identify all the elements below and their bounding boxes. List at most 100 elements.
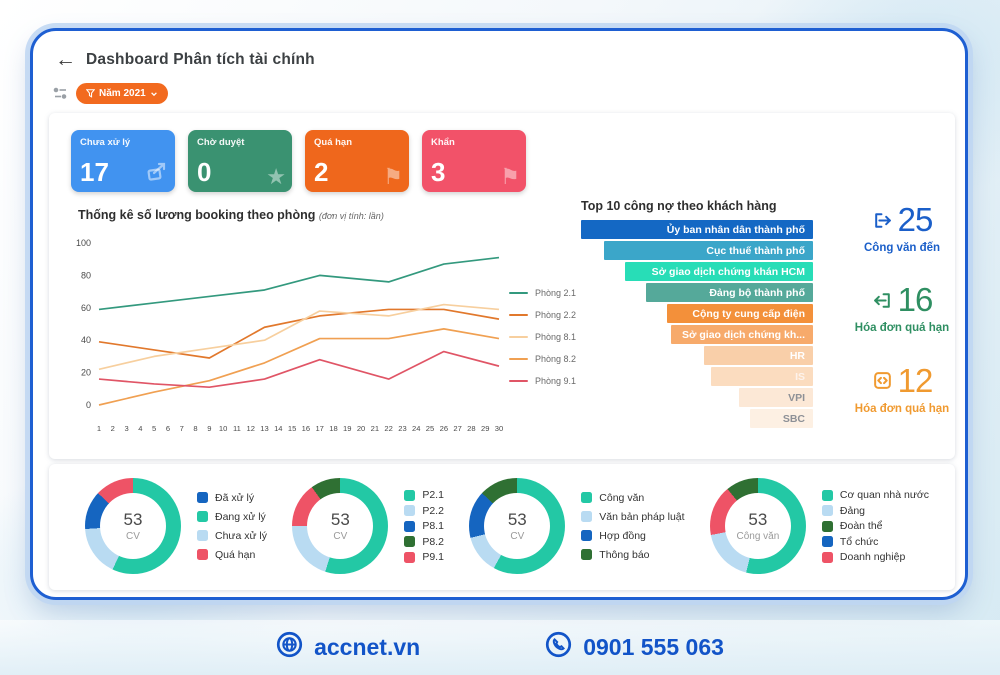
stat-card-label: Quá hạn <box>314 137 353 148</box>
legend-swatch <box>404 551 416 563</box>
counter-row: 25 <box>849 201 955 239</box>
globe-icon <box>276 631 303 664</box>
phone-link[interactable]: 0901 555 063 <box>545 631 724 664</box>
counter-value: 25 <box>897 201 934 238</box>
svg-text:25: 25 <box>426 424 434 433</box>
counter-invoice-code: 12 Hóa đơn quá hạn <box>849 362 955 416</box>
legend-label: Chưa xử lý <box>215 529 267 542</box>
svg-text:16: 16 <box>302 424 310 433</box>
legend-item: Thông báo <box>581 549 684 561</box>
donut-chart: 53 CV <box>85 478 181 574</box>
legend-item: Doanh nghiệp <box>821 551 929 563</box>
legend-item: Phòng 8.1 <box>509 332 576 342</box>
legend-swatch <box>821 505 833 516</box>
legend-swatch <box>821 520 833 532</box>
legend-swatch <box>404 520 416 532</box>
svg-text:1: 1 <box>97 424 101 433</box>
svg-text:27: 27 <box>453 424 461 433</box>
legend-swatch <box>509 379 528 383</box>
top-debt-bar-chart: Ủy ban nhân dân thành phố Cục thuế thành … <box>581 220 813 430</box>
svg-text:40: 40 <box>81 335 91 345</box>
counter-label: Hóa đơn quá hạn <box>854 402 950 415</box>
donut-center: 53 CV <box>100 493 166 559</box>
line-series-phòng-9.1 <box>98 350 500 389</box>
filter-row: Năm 2021 <box>53 83 168 104</box>
donut-legend: Đã xử lý Đang xử lý Chưa xử lý Quá hạn <box>197 485 267 568</box>
donut-center-label: CV <box>126 531 140 542</box>
counter-document-in: 16 Hóa đơn quá hạn <box>849 281 955 335</box>
legend-label: Phòng 9.1 <box>535 376 577 386</box>
svg-text:17: 17 <box>315 424 323 433</box>
back-button[interactable]: ← <box>55 48 76 71</box>
svg-text:2: 2 <box>111 424 115 433</box>
donut-group-3: 53 CV Công văn Văn bản pháp luật Hợp đồng Thô… <box>469 478 685 574</box>
svg-text:6: 6 <box>166 424 170 433</box>
display-settings-icon[interactable] <box>53 86 68 101</box>
legend-item: Đảng <box>821 505 929 517</box>
donut-group-2: 53 CV P2.1 P2.2 P8.1 P8.2 P9.1 <box>292 478 444 574</box>
stat-card-chờ-duyệt[interactable]: Chờ duyệt 0 ★ <box>188 130 292 192</box>
svg-text:9: 9 <box>207 424 211 433</box>
legend-label: Phòng 8.1 <box>535 332 577 342</box>
donut-group-4: 53 Công văn Cơ quan nhà nước Đảng Đoàn thể Tổ… <box>709 478 929 574</box>
stat-card-khẩn[interactable]: Khẩn 3 ⚑ <box>422 130 526 192</box>
legend-swatch <box>581 549 593 560</box>
legend-item: Đoàn thể <box>821 520 929 532</box>
svg-text:30: 30 <box>495 424 503 433</box>
debt-bar: HR <box>703 346 813 365</box>
line-series-phòng-8.2 <box>98 328 500 406</box>
legend-item: Phòng 9.1 <box>509 376 576 386</box>
svg-text:24: 24 <box>412 424 420 433</box>
svg-text:28: 28 <box>467 424 475 433</box>
document-in-icon <box>872 290 893 311</box>
legend-swatch <box>509 357 528 361</box>
stat-card-chưa-xử-lý[interactable]: Chưa xử lý 17 <box>71 130 175 192</box>
legend-item: P2.1 <box>404 489 444 501</box>
legend-item: Cơ quan nhà nước <box>821 489 929 501</box>
bar-chart-title: Top 10 công nợ theo khách hàng <box>581 199 777 213</box>
counter-value: 16 <box>897 281 934 319</box>
svg-text:22: 22 <box>384 424 392 433</box>
debt-bar: Cục thuế thành phố <box>604 241 813 260</box>
donut-center: 53 CV <box>307 493 374 559</box>
svg-text:18: 18 <box>329 424 337 433</box>
legend-item: Đang xử lý <box>197 511 267 523</box>
stat-card-quá-hạn[interactable]: Quá hạn 2 ⚑ <box>305 130 409 192</box>
counter-label: Hóa đơn quá hạn <box>854 322 950 335</box>
phone-icon <box>545 631 572 664</box>
legend-label: Công văn <box>599 491 645 504</box>
legend-label: Doanh nghiệp <box>839 551 906 563</box>
legend-swatch <box>509 335 528 339</box>
debt-bar: Ủy ban nhân dân thành phố <box>581 220 813 239</box>
debt-bar: IS <box>710 367 813 386</box>
legend-swatch <box>821 536 833 547</box>
legend-item: Chưa xử lý <box>197 530 267 542</box>
legend-label: Phòng 2.2 <box>535 310 577 320</box>
svg-text:8: 8 <box>193 424 197 433</box>
svg-text:29: 29 <box>481 424 489 433</box>
counter-row: 16 <box>849 281 955 319</box>
svg-text:80: 80 <box>81 270 91 280</box>
donut-charts-row: 53 CV Đã xử lý Đang xử lý Chưa xử lý Quá hạn 5… <box>49 464 955 574</box>
chevron-down-icon <box>150 91 157 96</box>
svg-text:23: 23 <box>398 424 406 433</box>
legend-swatch <box>197 511 208 522</box>
legend-swatch <box>404 536 416 547</box>
donut-center-label: Công văn <box>736 531 780 542</box>
website-link[interactable]: accnet.vn <box>276 631 420 664</box>
donut-legend: Cơ quan nhà nước Đảng Đoàn thể Tổ chức Doanh… <box>821 486 929 567</box>
legend-label: P2.2 <box>422 504 444 517</box>
svg-text:5: 5 <box>152 424 156 433</box>
legend-label: P9.1 <box>422 551 444 563</box>
year-filter-button[interactable]: Năm 2021 <box>76 83 168 104</box>
legend-item: P8.2 <box>404 536 444 548</box>
donut-center-value: 53 <box>123 510 143 529</box>
svg-text:15: 15 <box>288 424 296 433</box>
legend-swatch <box>404 505 416 516</box>
svg-text:20: 20 <box>357 424 365 433</box>
counter-row: 12 <box>849 362 955 400</box>
legend-label: Tổ chức <box>839 535 879 548</box>
svg-text:4: 4 <box>138 424 142 433</box>
legend-swatch <box>197 549 208 560</box>
